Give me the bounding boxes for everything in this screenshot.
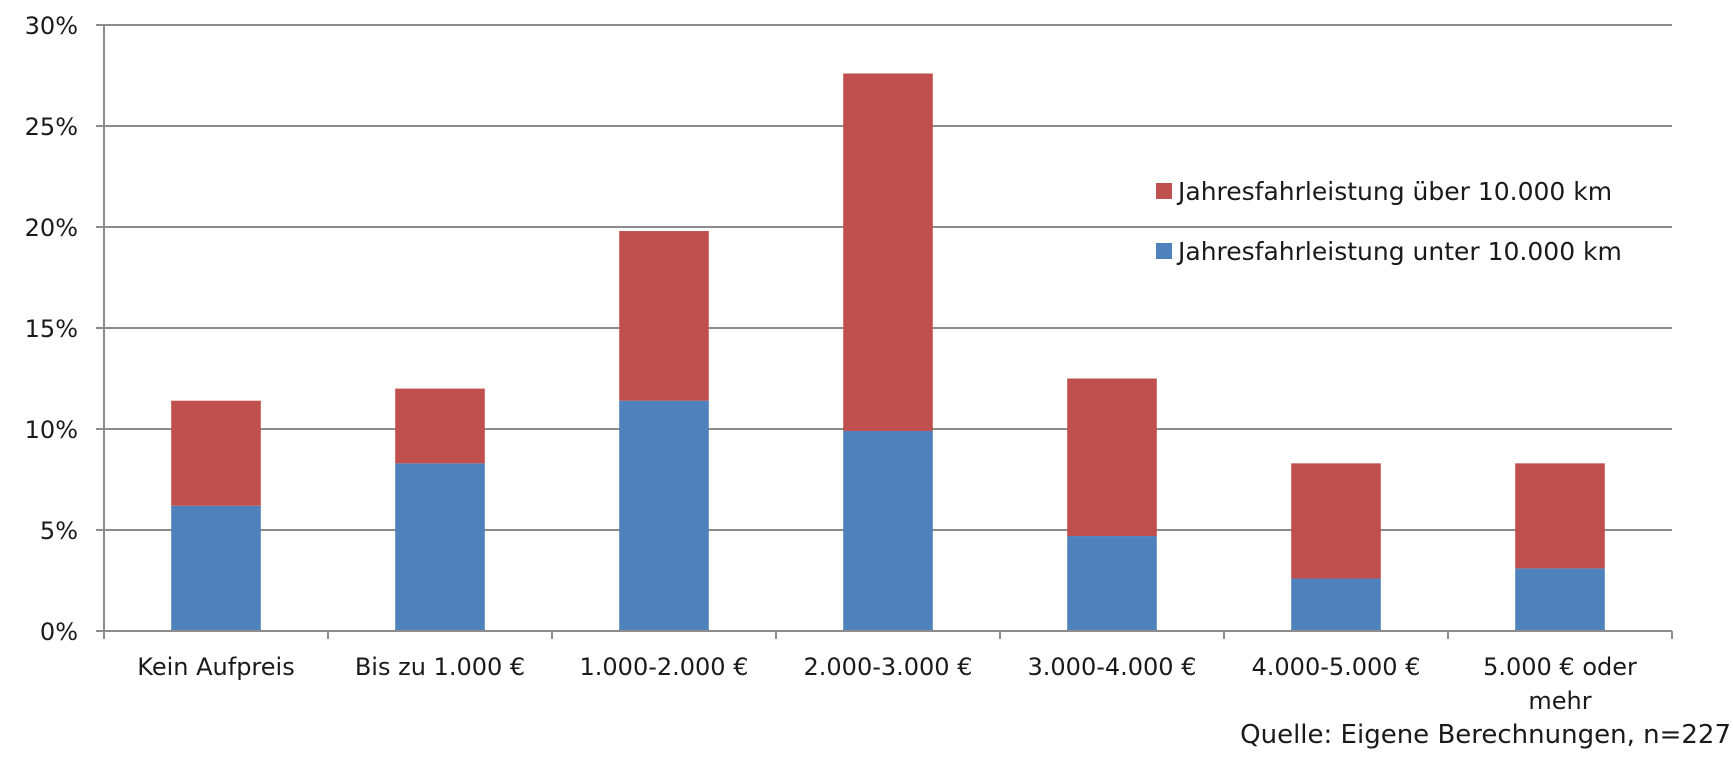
bar-segment-unter-2 — [619, 400, 709, 631]
x-tick-label: 2.000-3.000 € — [804, 653, 973, 681]
bar-segment-unter-5 — [1291, 578, 1381, 631]
x-axis-ticks: Kein Aufpreis Bis zu 1.000 € 1.000-2.000 €… — [103, 631, 1673, 715]
y-tick-label: 30% — [25, 12, 78, 40]
bar-segment-unter-6 — [1515, 568, 1605, 631]
bar-segment-ueber-6 — [1515, 463, 1605, 569]
legend-label: Jahresfahrleistung über 10.000 km — [1176, 177, 1612, 206]
x-tick-label: 5.000 € oder — [1483, 653, 1637, 681]
x-tick-label: 4.000-5.000 € — [1252, 653, 1421, 681]
bar-segment-unter-4 — [1067, 536, 1157, 631]
x-tick-label: Bis zu 1.000 € — [355, 653, 525, 681]
bar-segment-ueber-4 — [1067, 378, 1157, 537]
y-tick-label: 20% — [25, 214, 78, 242]
bar-segment-ueber-2 — [619, 231, 709, 401]
bar-segment-unter-3 — [843, 431, 933, 631]
bar-area — [171, 73, 1605, 631]
y-tick-label: 5% — [40, 517, 78, 545]
source-note: Quelle: Eigene Berechnungen, n=227 — [1240, 720, 1731, 750]
y-tick-label: 25% — [25, 113, 78, 141]
y-axis-ticks: 0% 5% 10% 15% 20% 25% 30% — [25, 12, 104, 646]
stacked-bar-chart: 0% 5% 10% 15% 20% 25% 30% Kein Aufpreis Bis zu … — [25, 12, 1673, 715]
legend-swatch — [1156, 183, 1172, 199]
x-tick-label: mehr — [1528, 687, 1591, 715]
y-tick-label: 15% — [25, 315, 78, 343]
y-tick-label: 0% — [40, 618, 78, 646]
bar-segment-unter-0 — [171, 505, 261, 631]
x-tick-label: 1.000-2.000 € — [580, 653, 749, 681]
bar-segment-ueber-3 — [843, 73, 933, 432]
x-tick-label: Kein Aufpreis — [137, 653, 294, 681]
y-tick-label: 10% — [25, 416, 78, 444]
bar-segment-ueber-5 — [1291, 463, 1381, 579]
bar-segment-unter-1 — [395, 463, 485, 631]
legend: Jahresfahrleistung über 10.000 km Jahresf… — [1156, 177, 1622, 266]
legend-label: Jahresfahrleistung unter 10.000 km — [1176, 237, 1622, 266]
x-tick-label: 3.000-4.000 € — [1028, 653, 1197, 681]
bar-segment-ueber-0 — [171, 400, 261, 506]
bar-segment-ueber-1 — [395, 388, 485, 464]
legend-swatch — [1156, 243, 1172, 259]
